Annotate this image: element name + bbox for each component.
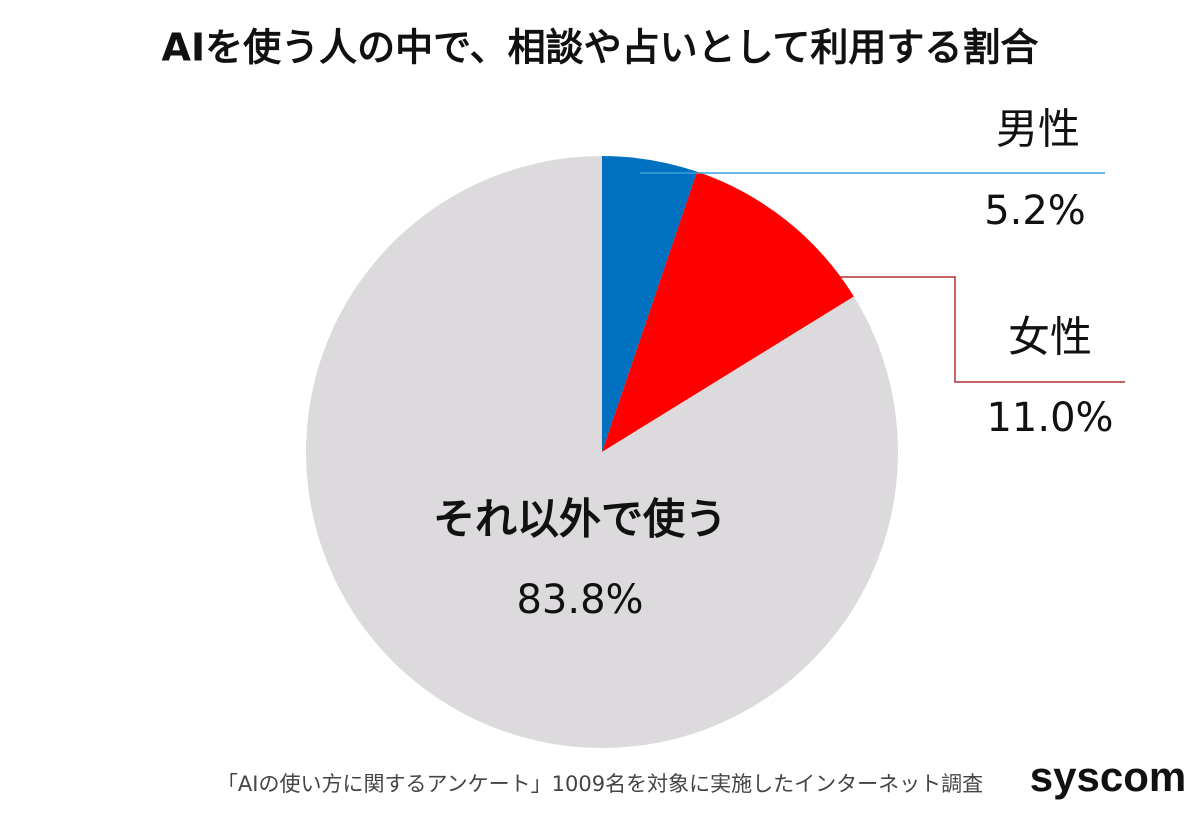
logo: syscom	[1030, 753, 1186, 800]
chart-title: AIを使う人の中で、相談や占いとして利用する割合	[162, 26, 1039, 70]
value-label: 5.2%	[984, 188, 1086, 234]
value-label: 83.8%	[516, 577, 643, 623]
footnote: 「AIの使い方に関するアンケート」1009名を対象に実施したインターネット調査	[217, 772, 983, 796]
pie	[305, 156, 898, 748]
slice-label: 女性	[1008, 313, 1092, 362]
value-label: 11.0%	[986, 395, 1113, 441]
pie-slice	[602, 156, 697, 452]
pie-slice	[602, 171, 854, 452]
slice-label: それ以外で使う	[433, 495, 727, 544]
pie-slice	[305, 156, 898, 748]
slice-label: 男性	[996, 105, 1080, 154]
leader-line	[840, 276, 1125, 383]
